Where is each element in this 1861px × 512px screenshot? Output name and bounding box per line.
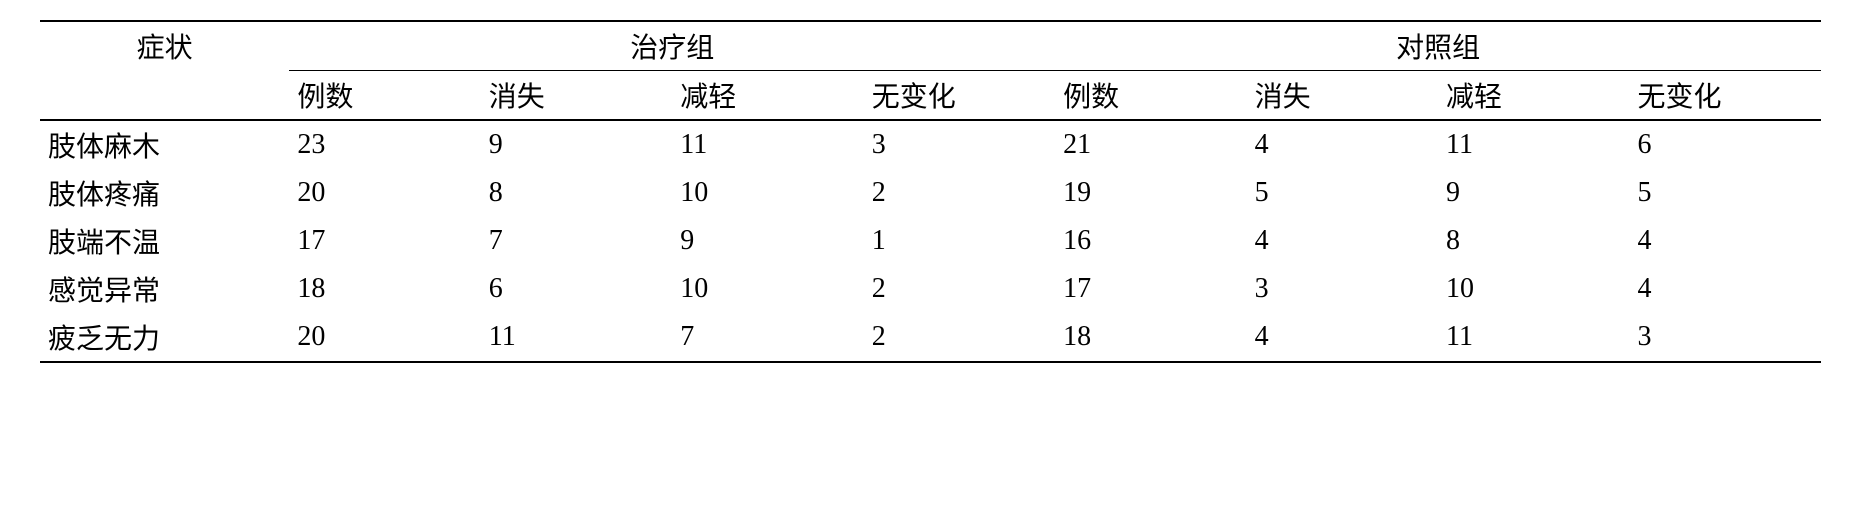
clinical-table: 症状 治疗组 对照组 例数 消失 减轻 无变化 例数 消失 减轻 无变化 肢体麻… (40, 20, 1821, 363)
sub-col-g2-3: 无变化 (1630, 71, 1822, 121)
cell: 9 (1438, 169, 1629, 217)
table-row: 肢端不温 17 7 9 1 16 4 8 4 (40, 217, 1821, 265)
cell: 9 (672, 217, 863, 265)
cell: 19 (1055, 169, 1246, 217)
cell: 20 (289, 313, 480, 362)
cell: 23 (289, 120, 480, 169)
cell: 9 (481, 120, 672, 169)
cell-symptom: 肢体疼痛 (40, 169, 289, 217)
cell: 18 (1055, 313, 1246, 362)
cell: 8 (1438, 217, 1629, 265)
table-row: 肢体麻木 23 9 11 3 21 4 11 6 (40, 120, 1821, 169)
sub-col-g1-0: 例数 (289, 71, 480, 121)
cell: 2 (864, 265, 1055, 313)
cell: 7 (481, 217, 672, 265)
cell: 1 (864, 217, 1055, 265)
cell: 17 (289, 217, 480, 265)
sub-col-g2-1: 消失 (1247, 71, 1438, 121)
cell: 11 (1438, 120, 1629, 169)
cell: 20 (289, 169, 480, 217)
cell-symptom: 肢端不温 (40, 217, 289, 265)
cell: 3 (864, 120, 1055, 169)
cell: 11 (672, 120, 863, 169)
cell: 17 (1055, 265, 1246, 313)
cell: 6 (481, 265, 672, 313)
sub-col-g2-0: 例数 (1055, 71, 1246, 121)
cell: 4 (1247, 313, 1438, 362)
cell-symptom: 肢体麻木 (40, 120, 289, 169)
table-row: 感觉异常 18 6 10 2 17 3 10 4 (40, 265, 1821, 313)
col-group1-header: 治疗组 (289, 21, 1055, 71)
cell-symptom: 感觉异常 (40, 265, 289, 313)
col-symptom-header: 症状 (40, 21, 289, 120)
sub-col-g1-1: 消失 (481, 71, 672, 121)
cell: 8 (481, 169, 672, 217)
table-row: 疲乏无力 20 11 7 2 18 4 11 3 (40, 313, 1821, 362)
sub-col-g2-2: 减轻 (1438, 71, 1629, 121)
sub-col-g1-3: 无变化 (864, 71, 1055, 121)
cell: 4 (1247, 217, 1438, 265)
cell: 10 (1438, 265, 1629, 313)
cell: 4 (1630, 265, 1822, 313)
cell: 3 (1630, 313, 1822, 362)
cell: 16 (1055, 217, 1246, 265)
cell: 11 (1438, 313, 1629, 362)
table-row: 肢体疼痛 20 8 10 2 19 5 9 5 (40, 169, 1821, 217)
col-group2-header: 对照组 (1055, 21, 1821, 71)
cell: 11 (481, 313, 672, 362)
cell: 18 (289, 265, 480, 313)
cell: 4 (1247, 120, 1438, 169)
cell: 5 (1630, 169, 1822, 217)
table-body: 肢体麻木 23 9 11 3 21 4 11 6 肢体疼痛 20 8 10 2 … (40, 120, 1821, 362)
cell: 10 (672, 265, 863, 313)
cell: 21 (1055, 120, 1246, 169)
cell: 5 (1247, 169, 1438, 217)
cell: 7 (672, 313, 863, 362)
cell: 2 (864, 169, 1055, 217)
cell: 10 (672, 169, 863, 217)
cell: 4 (1630, 217, 1822, 265)
cell: 6 (1630, 120, 1822, 169)
cell: 2 (864, 313, 1055, 362)
cell: 3 (1247, 265, 1438, 313)
sub-col-g1-2: 减轻 (672, 71, 863, 121)
cell-symptom: 疲乏无力 (40, 313, 289, 362)
